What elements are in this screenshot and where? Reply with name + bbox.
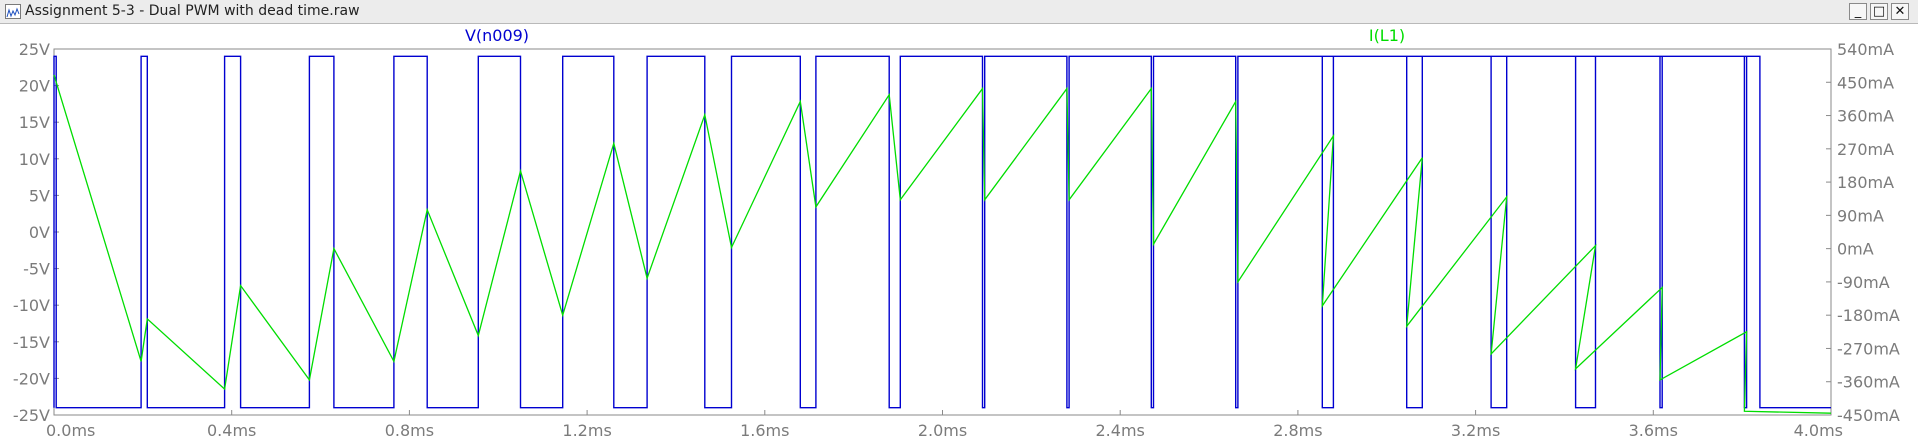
x-axis-tick-label: 4.0ms — [1794, 421, 1843, 440]
right-axis-tick-label: 90mA — [1837, 206, 1884, 225]
x-axis-tick-label: 2.0ms — [918, 421, 967, 440]
right-axis-tick-label: -90mA — [1837, 273, 1890, 292]
left-axis-tick-label: -20V — [13, 369, 50, 388]
right-axis-tick-label: -270mA — [1837, 339, 1900, 358]
plot-frame — [53, 48, 1832, 416]
x-axis-tick-label: 0.8ms — [385, 421, 434, 440]
series-line-current — [53, 74, 1832, 414]
left-axis-tick-label: 0V — [29, 223, 50, 242]
waveform-viewer-icon — [5, 4, 21, 19]
left-axis-tick-label: 5V — [29, 186, 50, 205]
series-line-voltage — [53, 55, 1831, 409]
right-axis-tick-label: 540mA — [1837, 40, 1894, 59]
right-axis-tick-label: 0mA — [1837, 240, 1874, 259]
waveform-plot[interactable]: V(n009) I(L1) 25V 20V 15V 10V 5V 0V -5V -10V -15V… — [0, 24, 1918, 444]
left-axis-tick-label: -25V — [13, 406, 50, 425]
left-axis-tick-label: 25V — [19, 40, 50, 59]
left-axis-tick-label: -10V — [13, 296, 50, 315]
left-axis-tick-label: 20V — [19, 77, 50, 96]
left-axis-tick-label: 10V — [19, 150, 50, 169]
x-axis-tick-label: 2.4ms — [1096, 421, 1145, 440]
window-titlebar: Assignment 5-3 - Dual PWM with dead time… — [0, 0, 1918, 24]
x-axis-tick-label: 0.0ms — [46, 421, 95, 440]
left-axis-tick-label: -15V — [13, 333, 50, 352]
maximize-button[interactable]: □ — [1870, 3, 1888, 20]
left-axis-tick-label: 15V — [19, 113, 50, 132]
right-axis-tick-label: -360mA — [1837, 373, 1900, 392]
trace-label-voltage[interactable]: V(n009) — [465, 26, 529, 45]
x-axis-tick-label: 0.4ms — [207, 421, 256, 440]
x-axis-tick-label: 3.2ms — [1451, 421, 1500, 440]
close-button[interactable]: ✕ — [1891, 3, 1909, 20]
right-axis-tick-label: -180mA — [1837, 306, 1900, 325]
left-axis-tick-label: -5V — [23, 260, 50, 279]
x-axis-tick-label: 2.8ms — [1273, 421, 1322, 440]
x-axis-tick-label: 1.6ms — [740, 421, 789, 440]
minimize-button[interactable]: _ — [1849, 3, 1867, 20]
right-axis-tick-label: -450mA — [1837, 406, 1900, 425]
right-axis-tick-label: 270mA — [1837, 140, 1894, 159]
right-axis-tick-label: 180mA — [1837, 173, 1894, 192]
trace-label-current[interactable]: I(L1) — [1369, 26, 1405, 45]
window-title: Assignment 5-3 - Dual PWM with dead time… — [25, 3, 360, 19]
right-axis-tick-label: 360mA — [1837, 107, 1894, 126]
x-axis-tick-label: 3.6ms — [1629, 421, 1678, 440]
right-axis-tick-label: 450mA — [1837, 73, 1894, 92]
x-axis-tick-label: 1.2ms — [562, 421, 611, 440]
